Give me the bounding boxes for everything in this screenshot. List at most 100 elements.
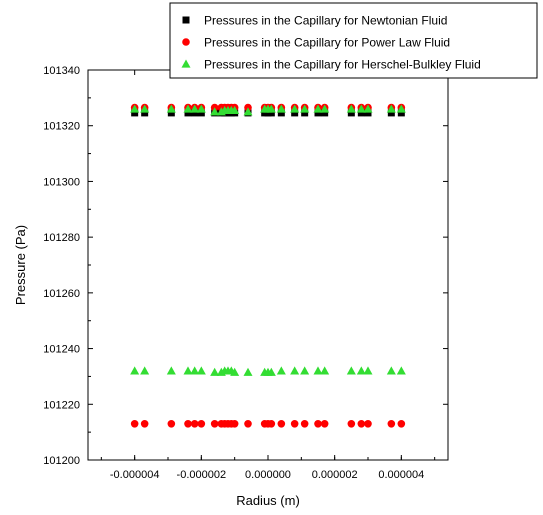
x-tick-label: -0.000002 <box>177 469 227 481</box>
data-point <box>347 109 355 117</box>
data-point <box>387 109 395 117</box>
data-point <box>130 366 140 375</box>
legend-label: Pressures in the Capillary for Newtonian… <box>204 14 447 28</box>
data-point <box>191 109 199 117</box>
data-point <box>386 104 396 113</box>
data-point <box>314 109 322 117</box>
data-point <box>197 109 205 117</box>
data-point <box>314 419 322 428</box>
y-tick-label: 101200 <box>43 455 80 467</box>
data-point <box>166 104 176 113</box>
data-point <box>183 366 193 375</box>
data-point <box>277 419 286 428</box>
data-point <box>244 419 252 428</box>
legend-marker-square <box>182 16 190 24</box>
data-point <box>243 367 253 376</box>
data-point <box>243 107 253 116</box>
data-point <box>346 104 356 113</box>
y-tick-label: 101260 <box>43 288 80 300</box>
data-point <box>396 104 406 113</box>
legend: Pressures in the Capillary for Newtonian… <box>169 2 538 79</box>
data-point <box>141 109 149 117</box>
data-point <box>267 109 275 117</box>
data-point <box>321 109 329 117</box>
data-points <box>130 103 406 428</box>
data-point <box>357 419 366 428</box>
legend-label: Pressures in the Capillary for Herschel-… <box>204 58 481 72</box>
data-point <box>210 419 219 428</box>
data-point <box>267 419 276 428</box>
y-tick-label: 101280 <box>43 232 80 244</box>
data-point <box>396 366 406 375</box>
y-axis: 101200 101220 101240 101260 101280 101300 1013… <box>43 65 448 467</box>
data-point <box>363 104 373 113</box>
data-point <box>290 104 300 113</box>
y-tick-label: 101240 <box>43 344 80 356</box>
legend-marker-circle <box>182 38 190 46</box>
data-point <box>356 366 366 375</box>
data-point <box>320 419 329 428</box>
y-axis-title: Pressure (Pa) <box>13 225 28 305</box>
data-point <box>230 367 240 376</box>
data-point <box>266 367 276 376</box>
data-point <box>166 366 176 375</box>
data-point <box>346 366 356 375</box>
data-point <box>363 366 373 375</box>
plot-frame <box>87 69 449 461</box>
data-point <box>347 419 356 428</box>
data-point <box>386 366 396 375</box>
data-point <box>210 107 220 116</box>
data-point <box>210 367 220 376</box>
data-point <box>196 104 206 113</box>
data-point <box>197 419 206 428</box>
legend-box <box>169 2 538 79</box>
x-tick-label: -0.000004 <box>110 469 160 481</box>
data-point <box>167 419 176 428</box>
data-point <box>183 104 193 113</box>
x-axis: -0.000004 -0.000002 0.000000 0.000002 0.0000… <box>100 70 436 481</box>
data-point <box>266 104 276 113</box>
data-point <box>276 104 286 113</box>
data-point <box>320 104 330 113</box>
data-point <box>387 419 396 428</box>
series-circle-2 <box>130 419 406 428</box>
data-point <box>230 105 240 114</box>
x-axis-title: Radius (m) <box>236 493 300 508</box>
data-point <box>277 109 285 117</box>
x-tick-label: 0.000004 <box>378 469 424 481</box>
data-point <box>300 419 309 428</box>
data-point <box>130 104 140 113</box>
data-point <box>290 419 299 428</box>
legend-label: Pressures in the Capillary for Power Law… <box>204 36 450 50</box>
y-tick-label: 101300 <box>43 176 80 188</box>
data-point <box>184 109 192 117</box>
y-tick-label: 101220 <box>43 399 80 411</box>
data-point <box>190 104 200 113</box>
data-point <box>140 104 150 113</box>
data-point <box>196 366 206 375</box>
data-point <box>291 109 299 117</box>
data-point <box>357 109 365 117</box>
data-point <box>276 366 286 375</box>
data-point <box>364 109 372 117</box>
y-tick-label: 101320 <box>43 121 80 133</box>
data-point <box>184 419 192 428</box>
data-point <box>130 419 139 428</box>
data-point <box>364 419 372 428</box>
data-point <box>356 104 366 113</box>
series-triangle-3 <box>130 104 406 116</box>
legend-marker-triangle <box>181 59 191 68</box>
y-tick-label: 101340 <box>43 65 80 77</box>
data-point <box>140 366 150 375</box>
x-tick-label: 0.000000 <box>245 469 291 481</box>
plot-border <box>87 69 449 461</box>
data-point <box>397 109 405 117</box>
data-point <box>320 366 330 375</box>
data-point <box>140 419 149 428</box>
data-point <box>190 419 199 428</box>
data-point <box>397 419 406 428</box>
data-point <box>131 109 139 117</box>
data-point <box>167 109 175 117</box>
data-point <box>230 419 239 428</box>
